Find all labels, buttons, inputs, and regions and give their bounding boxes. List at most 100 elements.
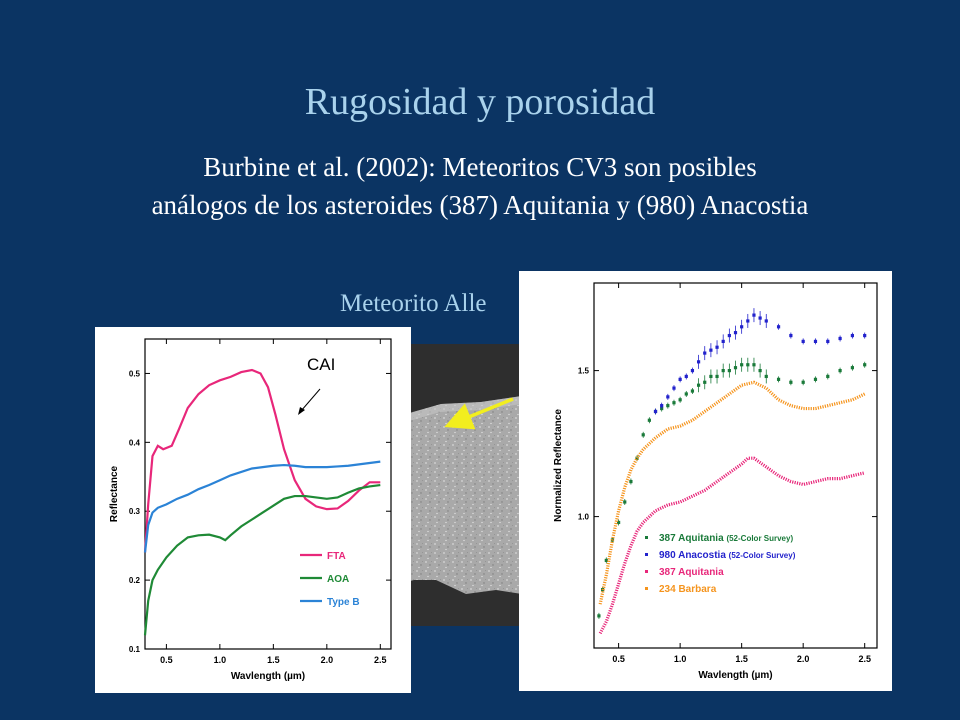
data-point	[672, 386, 676, 390]
data-point	[764, 374, 768, 379]
y-axis-label: Reflectance	[109, 465, 120, 522]
legend-label: AOA	[327, 574, 349, 585]
data-point	[678, 398, 682, 402]
data-point	[740, 325, 744, 329]
data-point	[684, 374, 688, 379]
data-point	[813, 339, 818, 343]
x-tick-label: 2.0	[321, 655, 334, 665]
data-point	[813, 377, 818, 381]
legend-note: (52-Color Survey)	[726, 534, 793, 543]
data-point	[740, 363, 744, 367]
series-aquitania	[598, 456, 866, 635]
data-point	[647, 418, 651, 422]
series-line	[598, 456, 866, 635]
data-point	[721, 369, 725, 373]
x-tick-label: 1.5	[735, 654, 748, 664]
data-point	[758, 316, 762, 320]
y-tick-label: 0.4	[129, 438, 141, 447]
data-point	[666, 395, 670, 399]
legend-name: 980 Anacostia	[659, 550, 729, 561]
data-point	[850, 333, 854, 338]
x-tick-label: 1.0	[214, 655, 227, 665]
y-axis-label: Normalized Reflectance	[553, 409, 564, 522]
y-tick-label: 0.1	[129, 645, 141, 654]
data-point	[746, 319, 750, 323]
series-aquitania_survey	[597, 357, 867, 619]
data-point	[764, 319, 768, 323]
legend-marker	[645, 553, 648, 556]
data-point	[727, 333, 731, 338]
data-point	[597, 614, 601, 618]
normalized-reflectance-chart: 0.5 1.0 1.5 2.0 2.5 1.0 1.5 Wavlength (µm) Norma…	[553, 282, 878, 681]
data-point	[678, 377, 682, 381]
annotation-arrow-line	[300, 388, 321, 412]
subtitle-line-2: análogos de los asteroides (387) Aquitan…	[151, 190, 809, 220]
plot-frame	[593, 282, 878, 649]
data-point	[684, 392, 688, 396]
data-point	[715, 374, 719, 379]
legend-marker	[645, 587, 648, 590]
meteorite-photo	[406, 344, 522, 626]
legend-marker	[645, 570, 648, 573]
data-point	[758, 369, 762, 373]
series-line	[598, 380, 866, 605]
slide-title: Rugosidad y porosidad	[304, 81, 656, 123]
x-tick-label: 1.5	[267, 655, 280, 665]
x-tick-label: 0.5	[160, 655, 173, 665]
data-point	[660, 404, 664, 408]
y-tick-label: 1.5	[578, 367, 590, 376]
data-point	[604, 558, 608, 562]
data-point	[752, 363, 756, 367]
meteorite-label: Meteorito Alle	[340, 290, 487, 317]
x-axis-label: Wavlength (µm)	[698, 670, 772, 681]
series-barbara	[598, 380, 866, 605]
series-line-FTA	[143, 368, 381, 553]
data-point	[752, 313, 756, 317]
data-point	[746, 363, 750, 367]
data-point	[709, 348, 713, 352]
legend-name: 387 Aquitania	[659, 567, 724, 578]
meteorite-photo-image	[406, 344, 522, 626]
y-tick-label: 0.2	[129, 576, 141, 585]
legend-name: 234 Barbara	[659, 584, 717, 595]
x-tick-label: 1.0	[674, 654, 687, 664]
data-point	[703, 380, 707, 384]
data-point	[826, 374, 830, 379]
plot-frame	[144, 338, 392, 650]
x-tick-label: 0.5	[612, 654, 625, 664]
normalized-reflectance-chart-panel: 0.5 1.0 1.5 2.0 2.5 1.0 1.5 Wavlength (µm) Norma…	[519, 271, 892, 691]
data-point	[776, 325, 781, 329]
x-axis-label: Wavlength (µm)	[231, 671, 305, 682]
data-point	[789, 380, 793, 384]
data-point	[696, 383, 701, 387]
data-point	[696, 360, 701, 364]
data-point	[733, 331, 738, 335]
legend-note: (52-Color Survey)	[729, 551, 796, 560]
legend-name: 387 Aquitania	[659, 533, 726, 544]
data-point	[721, 339, 725, 343]
data-point	[776, 377, 781, 381]
data-point	[672, 401, 676, 405]
legend-label: Type B	[327, 597, 360, 608]
data-point	[727, 369, 731, 373]
data-point	[789, 333, 793, 338]
data-point	[629, 479, 633, 484]
legend-label: 387 Aquitania (52-Color Survey)	[659, 533, 793, 544]
x-tick-label: 2.5	[374, 655, 387, 665]
legend-label: 980 Anacostia (52-Color Survey)	[659, 550, 796, 561]
data-point	[801, 339, 805, 343]
annotation-arrow-head	[298, 407, 305, 415]
x-tick-label: 2.0	[797, 654, 810, 664]
series-line-TypeB	[143, 460, 381, 553]
data-point	[635, 456, 639, 460]
data-point	[733, 366, 738, 370]
data-point	[709, 374, 713, 379]
series-line-AOA	[143, 483, 381, 636]
data-point	[863, 363, 867, 367]
data-point	[801, 380, 805, 384]
data-point	[715, 345, 719, 349]
y-tick-label: 0.3	[129, 507, 141, 516]
data-point	[690, 389, 695, 393]
data-point	[690, 369, 695, 373]
legend-label: FTA	[327, 551, 346, 562]
